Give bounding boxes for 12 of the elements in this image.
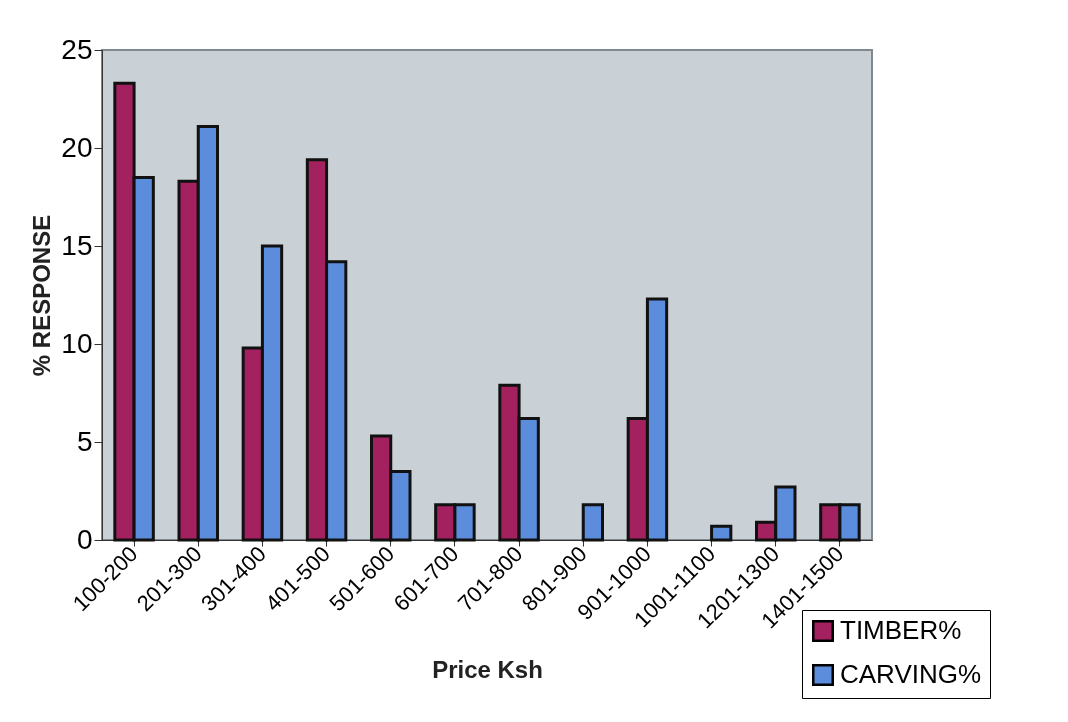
y-tick-label: 25: [61, 33, 93, 65]
y-tick-label: 15: [61, 229, 93, 261]
bar: [710, 524, 733, 542]
legend-label: CARVING%: [840, 659, 982, 689]
y-tick-label: 20: [61, 131, 93, 163]
y-tick-label: 0: [76, 523, 93, 555]
bar: [581, 503, 604, 542]
y-tick-label: 5: [76, 425, 93, 457]
x-axis-title: Price Ksh: [432, 655, 543, 683]
y-tick-label: 10: [61, 327, 93, 359]
y-axis-title: % RESPONSE: [28, 214, 56, 377]
legend-label: TIMBER%: [840, 615, 962, 645]
